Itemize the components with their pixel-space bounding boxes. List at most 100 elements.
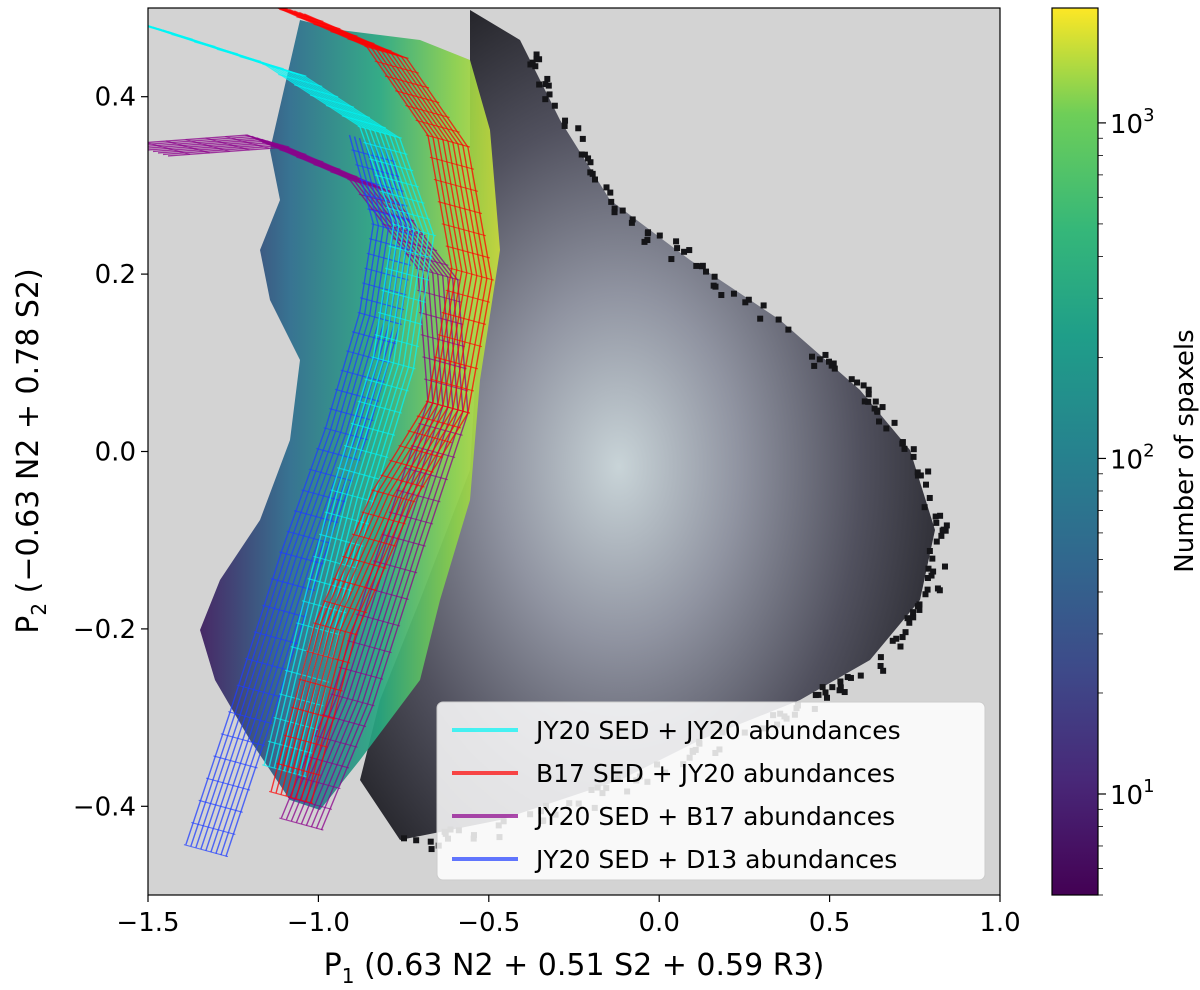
model-grid-crossline xyxy=(371,489,416,503)
density-speckle xyxy=(923,481,930,488)
y-axis-label: P2 (−0.63 N2 + 0.78 S2) xyxy=(11,268,51,633)
model-grid-crossline xyxy=(268,790,314,804)
model-grid-crossline xyxy=(415,119,460,133)
model-grid-crossline xyxy=(351,533,397,547)
model-grid-crossline xyxy=(384,267,430,281)
density-speckle xyxy=(932,513,939,520)
model-grid-crossline xyxy=(378,311,423,325)
colorbar-label: Number of spaxels xyxy=(1170,329,1200,572)
density-speckle xyxy=(925,565,932,572)
density-speckle xyxy=(914,472,921,479)
density-speckle xyxy=(865,391,872,398)
model-grid-crossline xyxy=(273,716,318,731)
density-speckle xyxy=(926,547,933,554)
model-grid-crossline xyxy=(368,158,414,172)
model-grid-crossline xyxy=(148,142,191,155)
model-grid-crossline xyxy=(225,135,270,150)
density-speckle xyxy=(826,358,833,365)
density-speckle xyxy=(904,615,911,622)
density-speckle xyxy=(899,439,906,446)
model-grid-crossline xyxy=(433,356,479,370)
density-speckle xyxy=(937,512,944,519)
density-speckle xyxy=(811,362,818,369)
model-grid-crossline xyxy=(396,489,441,503)
density-speckle xyxy=(578,151,585,158)
density-speckle xyxy=(400,835,407,842)
model-grid-crossline xyxy=(441,223,486,237)
model-grid-crossline xyxy=(305,650,351,664)
model-grid-crossline xyxy=(367,208,412,222)
density-speckle xyxy=(847,674,854,681)
model-grid-crossline xyxy=(253,631,298,645)
model-grid-crossline xyxy=(380,190,425,204)
model-grid-crossline xyxy=(405,104,450,119)
density-speckle xyxy=(925,468,932,475)
model-grid-crossline xyxy=(429,156,475,170)
model-grid-crossline xyxy=(425,400,471,414)
model-grid-crossline xyxy=(391,223,436,237)
density-speckle xyxy=(848,376,855,383)
density-speckle xyxy=(629,216,636,223)
density-speckle xyxy=(575,125,582,132)
model-grid-crossline xyxy=(286,530,331,544)
density-speckle xyxy=(607,189,614,196)
model-grid-crossline xyxy=(361,511,406,525)
density-speckle xyxy=(902,629,909,636)
model-grid-crossline xyxy=(323,427,368,441)
model-grid-crossline xyxy=(404,252,449,266)
legend: JY20 SED + JY20 abundances B17 SED + JY20… xyxy=(436,701,986,881)
x-tick-label: −1.5 xyxy=(116,908,179,938)
density-speckle xyxy=(876,418,883,425)
model-grid-crossline xyxy=(342,555,387,569)
model-grid-crossline xyxy=(309,94,355,108)
density-speckle xyxy=(837,678,844,685)
density-speckle xyxy=(718,292,725,299)
density-speckle xyxy=(581,151,588,158)
density-speckle xyxy=(703,268,710,275)
model-grid-crossline xyxy=(359,178,404,192)
legend-entry-label: JY20 SED + B17 abundances xyxy=(534,802,895,831)
model-grid-crossline xyxy=(307,578,352,592)
model-grid-crossline xyxy=(350,422,396,436)
model-grid-crossline xyxy=(185,138,230,153)
model-grid-crossline xyxy=(267,740,313,754)
x-tick-label: 0.5 xyxy=(809,908,850,938)
density-speckle xyxy=(872,398,879,405)
model-grid-crossline xyxy=(380,474,425,488)
density-speckle xyxy=(562,117,569,124)
density-speckle xyxy=(822,689,829,696)
model-grid-crossline xyxy=(325,104,371,119)
density-speckle xyxy=(874,407,881,414)
model-grid-crossline xyxy=(449,267,494,281)
density-speckle xyxy=(587,169,594,176)
model-grid-crossline xyxy=(220,733,266,747)
density-speckle xyxy=(860,382,867,389)
model-grid-crossline xyxy=(351,331,397,345)
density-speckle xyxy=(933,538,940,545)
model-grid-crossline xyxy=(183,844,229,858)
model-grid-crossline xyxy=(262,63,307,77)
density-speckle xyxy=(879,404,886,411)
density-speckle xyxy=(529,59,536,66)
density-speckle xyxy=(924,586,931,593)
density-speckle xyxy=(532,63,539,70)
density-speckle xyxy=(906,619,913,626)
model-grid-crossline xyxy=(388,245,433,259)
model-grid-crossline xyxy=(313,555,358,569)
model-grid-crossline xyxy=(381,533,426,547)
density-speckle xyxy=(910,614,917,621)
density-speckle xyxy=(823,694,830,701)
x-axis-label: P1 (0.63 N2 + 0.51 S2 + 0.59 R3) xyxy=(324,948,825,988)
model-grid-crossline xyxy=(291,706,336,720)
density-speckle xyxy=(899,634,906,641)
model-grid-crossline xyxy=(343,444,389,459)
density-speckle xyxy=(668,256,675,263)
density-speckle xyxy=(757,315,764,322)
density-speckle xyxy=(587,159,594,166)
model-grid-crossline xyxy=(395,90,440,104)
model-grid-crossline xyxy=(374,174,419,188)
density-speckle xyxy=(785,326,792,333)
model-grid-crossline xyxy=(363,141,408,155)
density-speckle xyxy=(745,296,752,303)
model-grid-crossline xyxy=(262,764,307,778)
